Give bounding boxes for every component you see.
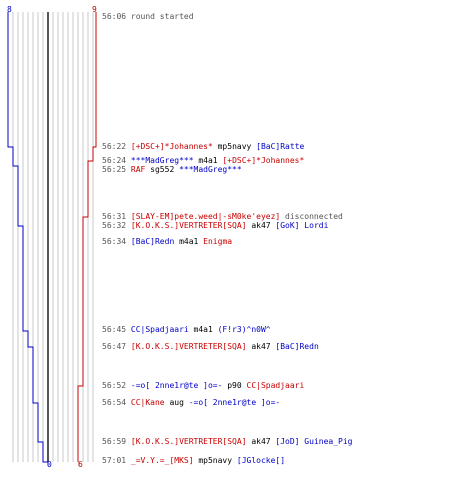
kill-feed-row: 56:06 round started (102, 12, 194, 22)
player-name: ***MadGreg*** (179, 165, 242, 174)
team-alive-timeline (7, 12, 97, 466)
event-timestamp: 56:25 (102, 165, 131, 174)
player-name: [BaC]Redn (275, 342, 319, 351)
red-team-start-count: 9 (92, 5, 97, 14)
player-name: [K.O.K.S.]VERTRETER[SQA] (130, 221, 247, 230)
player-name: CC|Spadjaari (246, 381, 305, 390)
player-name: [BaC]Ratte (256, 142, 305, 151)
blue-team-step-line (7, 12, 48, 463)
player-name: [+DSC+]*Johannes* (222, 156, 305, 165)
red-team-step-line (77, 12, 97, 462)
red-team-end-count: 6 (78, 460, 83, 469)
player-name: ***MadGreg*** (130, 156, 194, 165)
event-timestamp: 56:06 (102, 12, 131, 21)
player-name: CC|Kane (130, 398, 165, 407)
weapon-name: ak47 (246, 342, 276, 351)
event-timestamp: 56:47 (102, 342, 131, 351)
event-timestamp: 56:34 (102, 237, 131, 246)
kill-feed-row: 56:32 [K.O.K.S.]VERTRETER[SQA] ak47 [GoK… (102, 221, 328, 231)
event-timestamp: 56:22 (102, 142, 131, 151)
kill-feed-row: 56:34 [BaC]Redn m4a1 Enigma (102, 237, 232, 247)
kill-feed-row: 56:59 [K.O.K.S.]VERTRETER[SQA] ak47 [JoD… (102, 437, 352, 447)
event-timestamp: 56:31 (102, 212, 131, 221)
player-name: Enigma (203, 237, 233, 246)
player-name: [K.O.K.S.]VERTRETER[SQA] (130, 342, 247, 351)
weapon-name: m4a1 (193, 156, 223, 165)
event-timestamp: 56:52 (102, 381, 131, 390)
player-name: RAF (130, 165, 146, 174)
player-name: [GoK] Lordi (275, 221, 329, 230)
player-name: [+DSC+]*Johannes* (130, 142, 213, 151)
blue-team-start-count: 8 (7, 5, 12, 14)
kill-feed-row: 56:24 ***MadGreg*** m4a1 [+DSC+]*Johanne… (102, 156, 304, 166)
kill-feed-row: 56:31 [SLAY-EM]pete.weed|-sM0ke'eyez] di… (102, 212, 343, 222)
weapon-name: mp5navy (193, 456, 237, 465)
player-name: [K.O.K.S.]VERTRETER[SQA] (130, 437, 247, 446)
kill-feed-row: 56:22 [+DSC+]*Johannes* mp5navy [BaC]Rat… (102, 142, 304, 152)
player-name: [SLAY-EM]pete.weed|-sM0ke'eyez] (130, 212, 281, 221)
kill-feed-row: 57:01 _=V.Y.=_[MKS] mp5navy [JGlocke[] (102, 456, 285, 466)
event-message: round started (130, 12, 194, 21)
player-name: [BaC]Redn (130, 237, 175, 246)
kill-feed-row: 56:47 [K.O.K.S.]VERTRETER[SQA] ak47 [BaC… (102, 342, 319, 352)
player-name: (F!r3)^n0W^ (217, 325, 271, 334)
event-timestamp: 56:54 (102, 398, 131, 407)
event-timestamp: 56:59 (102, 437, 131, 446)
weapon-name: m4a1 (174, 237, 204, 246)
weapon-name: m4a1 (188, 325, 218, 334)
kill-feed-row: 56:52 -=o[ 2nne1r@te ]o=- p90 CC|Spadjaa… (102, 381, 304, 391)
player-name: _=V.Y.=_[MKS] (130, 456, 194, 465)
event-timestamp: 56:45 (102, 325, 131, 334)
player-name: -=o[ 2nne1r@te ]o=- (188, 398, 281, 407)
player-name: -=o[ 2nne1r@te ]o=- (130, 381, 223, 390)
kill-feed-row: 56:25 RAF sg552 ***MadGreg*** (102, 165, 242, 175)
kill-feed-row: 56:54 CC|Kane aug -=o[ 2nne1r@te ]o=- (102, 398, 280, 408)
event-timestamp: 57:01 (102, 456, 131, 465)
event-timestamp: 56:24 (102, 156, 131, 165)
weapon-name: mp5navy (212, 142, 257, 151)
event-message: disconnected (280, 212, 343, 221)
player-name: [JoD] Guinea_Pig (275, 437, 353, 446)
player-name: CC|Spadjaari (130, 325, 189, 334)
blue-team-end-count: 0 (47, 460, 52, 469)
weapon-name: ak47 (246, 437, 276, 446)
weapon-name: sg552 (145, 165, 180, 174)
weapon-name: p90 (222, 381, 247, 390)
event-timestamp: 56:32 (102, 221, 131, 230)
weapon-name: ak47 (246, 221, 276, 230)
kill-feed-row: 56:45 CC|Spadjaari m4a1 (F!r3)^n0W^ (102, 325, 271, 335)
player-name: [JGlocke[] (236, 456, 286, 465)
weapon-name: aug (164, 398, 189, 407)
